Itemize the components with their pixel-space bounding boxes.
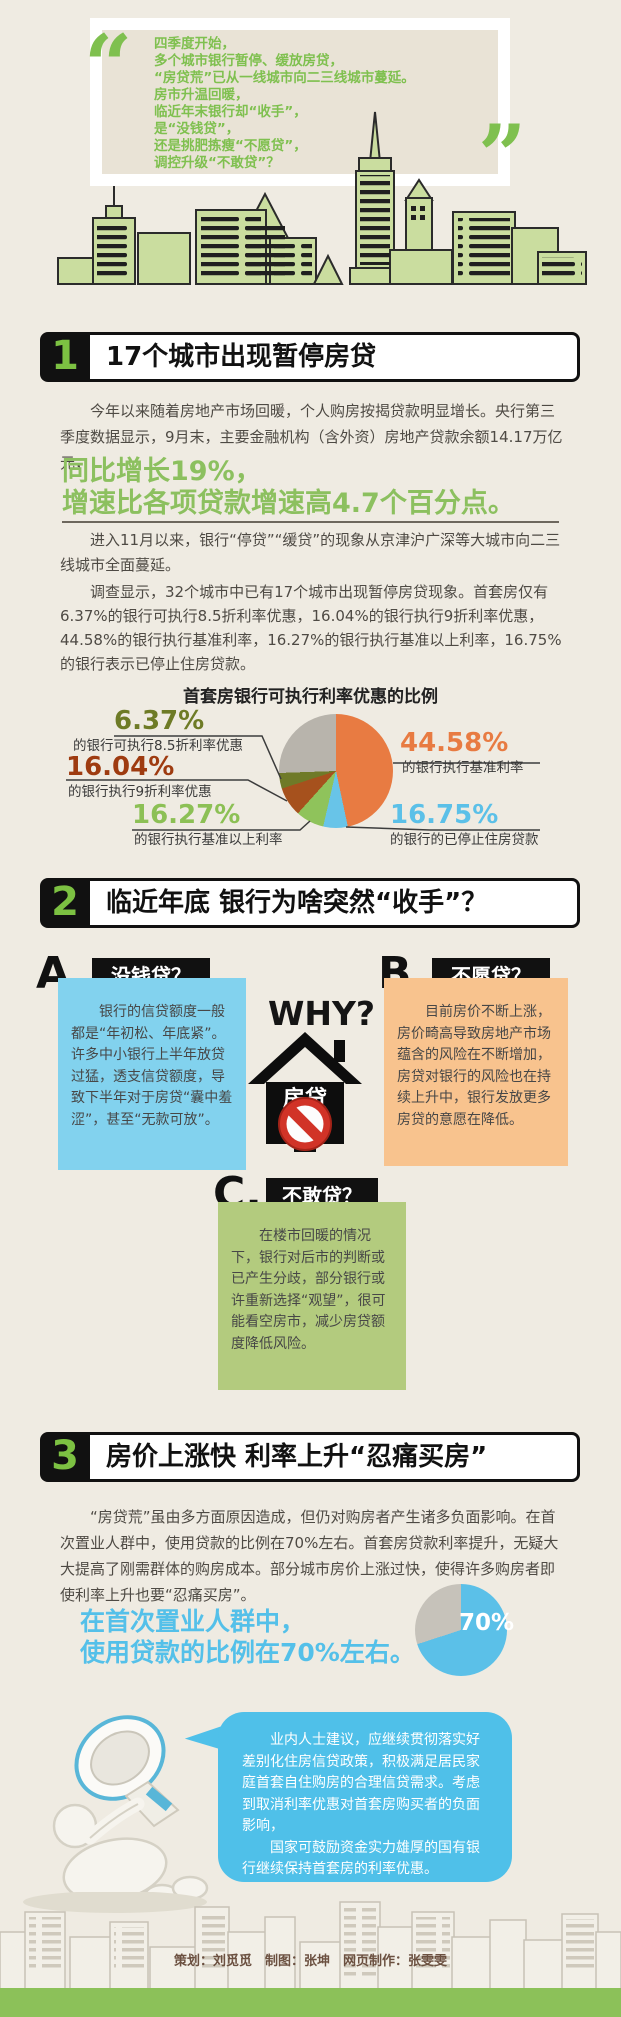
section3-paragraph: “房贷荒”虽由多方面原因造成，但仍对购房者产生诸多负面影响。在首次置业人群中，使… bbox=[60, 1508, 559, 1604]
green-highlight-text: 同比增长19%， 增速比各项贷款增速高4.7个百分点。 bbox=[62, 456, 515, 520]
section2-header: 2 临近年底 银行为啥突然“收手”？ bbox=[40, 878, 580, 928]
section1-paragraph-1: 今年以来随着房地产市场回暖，个人购房按揭贷款明显增长。央行第三季度数据显示，9月… bbox=[60, 402, 563, 472]
pie-pct-label: 16.27% bbox=[132, 800, 241, 830]
close-quote-icon: ” bbox=[478, 106, 527, 205]
no-mortgage-house-icon: 房贷 bbox=[248, 1032, 362, 1152]
section1-header: 1 17个城市出现暂停房贷 bbox=[40, 332, 580, 382]
pie-slice-desc: 的银行执行基准利率 bbox=[402, 760, 524, 776]
pie-70pct-label: 70% bbox=[459, 1610, 515, 1636]
pie-slice-desc: 的银行执行9折利率优惠 bbox=[68, 784, 212, 800]
pie-slice-desc: 的银行可执行8.5折利率优惠 bbox=[73, 738, 243, 754]
quote-line: 调控升级“不敢贷”？ bbox=[154, 155, 280, 171]
speech-bubble: 业内人士建议，应继续贯彻落实好差别化住房信贷政策，积极满足居民家庭首套自住购房的… bbox=[218, 1712, 512, 1882]
section3-number: 3 bbox=[51, 1433, 79, 1479]
quote-line: 临近年末银行却“收手”， bbox=[154, 104, 307, 120]
blue-highlight-line: 使用贷款的比例在70%左右。 bbox=[80, 1638, 415, 1667]
section1-paragraph-3: 调查显示，32个城市中已有17个城市出现暂停房贷现象。首套房仅有6.37%的银行… bbox=[60, 583, 562, 673]
why-heading: WHY? bbox=[268, 994, 376, 1033]
pie-slice-desc: 的银行执行基准以上利率 bbox=[134, 832, 283, 848]
option-a-panel: 银行的信贷额度一般都是“年初松、年底紧”。许多中小银行上半年放贷过猛，透支信贷额… bbox=[58, 978, 246, 1170]
option-b-panel: 目前房价不断上涨，房价畸高导致房地产市场蕴含的风险在不断增加，房贷对银行的风险也… bbox=[384, 978, 568, 1166]
quote-box-inner bbox=[102, 30, 498, 174]
blue-highlight-line: 在首次置业人群中， bbox=[80, 1607, 306, 1636]
pie-leader-lines bbox=[66, 735, 540, 831]
pie-chart-title: 首套房银行可执行利率优惠的比例 bbox=[183, 687, 438, 707]
city-skyline-illustration bbox=[57, 111, 587, 285]
green-highlight-line: 增速比各项贷款增速高4.7个百分点。 bbox=[62, 488, 515, 519]
quote-text: 四季度开始， 多个城市银行暂停、缓放房贷， “房贷荒”已从一线城市向二三线城市蔓… bbox=[154, 36, 484, 172]
section1-paragraph-2: 进入11月以来，银行“停贷”“缓贷”的现象从京津沪广深等大城市向二三线城市全面蔓… bbox=[60, 531, 561, 574]
pie-pct-label: 6.37% bbox=[114, 706, 205, 736]
divider-line bbox=[62, 521, 559, 523]
section1-title: 17个城市出现暂停房贷 bbox=[90, 335, 577, 379]
quote-line: 四季度开始， bbox=[154, 36, 235, 52]
quote-line: 多个城市银行暂停、缓放房贷， bbox=[154, 53, 343, 69]
option-c-panel: 在楼市回暖的情况下，银行对后市的判断或已产生分歧，部分银行或许重新选择“观望”，… bbox=[218, 1202, 406, 1390]
credits-line: 策划：刘觅觅 制图：张坤 网页制作：张雯雯 bbox=[173, 1954, 447, 1969]
open-quote-icon: “ bbox=[84, 16, 133, 115]
section1-number: 1 bbox=[51, 333, 79, 379]
pie-pct-label: 44.58% bbox=[400, 728, 509, 758]
quote-box bbox=[90, 18, 510, 186]
section3-header: 3 房价上涨快 利率上升“忍痛买房” bbox=[40, 1432, 580, 1482]
bubble-paragraph-1: 业内人士建议，应继续贯彻落实好差别化住房信贷政策，积极满足居民家庭首套自住购房的… bbox=[242, 1732, 480, 1834]
quote-line: “房贷荒”已从一线城市向二三线城市蔓延。 bbox=[154, 70, 415, 86]
loan-usage-pie-chart: 70% bbox=[415, 1584, 514, 1676]
quote-line: 是“没钱贷”， bbox=[154, 121, 240, 137]
quote-line: 房市升温回暖， bbox=[154, 87, 249, 103]
quote-line: 还是挑肥拣瘦“不愿贷”， bbox=[154, 138, 307, 154]
pie-slice-desc: 的银行的已停止住房贷款 bbox=[390, 832, 539, 848]
pie-pct-label: 16.75% bbox=[390, 800, 499, 830]
section2-title: 临近年底 银行为啥突然“收手”？ bbox=[90, 881, 577, 925]
green-highlight-line: 同比增长19%， bbox=[62, 456, 262, 487]
blue-highlight-text: 在首次置业人群中， 使用贷款的比例在70%左右。 bbox=[80, 1606, 415, 1668]
section3-title: 房价上涨快 利率上升“忍痛买房” bbox=[90, 1435, 577, 1479]
pie-pct-label: 16.04% bbox=[66, 752, 175, 782]
bubble-paragraph-2: 国家可鼓励资金实力雄厚的国有银行继续保持首套房的利率优惠。 bbox=[242, 1839, 480, 1878]
footer-skyline-illustration bbox=[0, 1892, 621, 1990]
footer-green-bar bbox=[0, 1988, 621, 2017]
megaphone-person-illustration bbox=[52, 1715, 209, 1909]
prohibition-sign-icon bbox=[278, 1097, 332, 1151]
rate-discount-pie-chart bbox=[279, 714, 393, 828]
section2-number: 2 bbox=[51, 879, 79, 925]
